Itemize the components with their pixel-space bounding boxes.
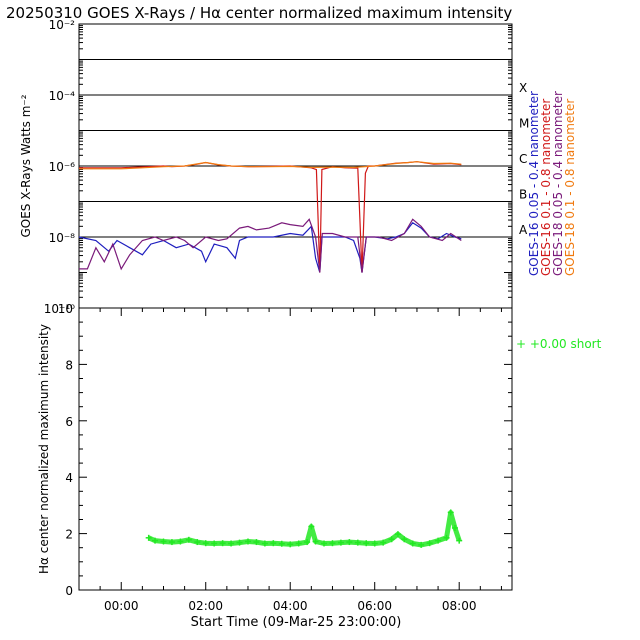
halpha-legend: + +0.00 short [516,337,602,351]
flare-class-labels: A B C M X [519,81,529,237]
flare-class-label: B [519,188,527,202]
xray-y-ticks: 10⁻¹⁰ 10⁻⁸ 10⁻⁶ 10⁻⁴ 10⁻² [44,18,512,316]
y-tick-label: 8 [65,358,73,372]
halpha-legend-entry: + +0.00 short [516,337,602,351]
x-tick-label: 00:00 [104,599,139,613]
halpha-y-ticks: 0 2 4 6 8 10 [58,302,512,598]
flare-class-label: A [519,223,528,237]
flare-class-label: C [519,152,527,166]
xray-series-line [79,161,462,273]
legend-entry: GOES-18 0.1 - 0.8 nanometer [563,99,577,276]
y-tick-label: 10⁻⁸ [49,231,76,245]
x-tick-label: 08:00 [442,599,477,613]
legend-entry: GOES-16 0.1 - 0.8 nanometer [539,99,553,276]
xray-class-gridlines [79,59,512,238]
flare-class-label: M [519,117,529,131]
y-tick-label: 0 [65,584,73,598]
chart-title: 20250310 GOES X-Rays / Hα center normali… [6,4,512,22]
y-tick-label: 10⁻⁴ [49,89,76,103]
x-tick-label: 06:00 [357,599,392,613]
flare-class-label: X [519,81,527,95]
time-x-ticks: 00:00 02:00 04:00 06:00 08:00 [99,308,502,613]
xray-series [78,161,462,273]
xray-y-axis-label: GOES X-Rays Watts m⁻² [19,94,33,237]
halpha-band [147,510,462,548]
y-tick-label: 10⁻⁶ [49,160,76,174]
y-tick-label: 4 [65,471,73,485]
x-tick-label: 02:00 [188,599,223,613]
halpha-y-axis-label: Hα center normalized maximum intensity [37,324,51,574]
y-tick-label: 10 [58,302,73,316]
y-tick-label: 2 [65,528,73,542]
y-tick-label: 6 [65,415,73,429]
y-tick-label: 10⁻¹⁰ [44,302,75,316]
x-axis-label: Start Time (09-Mar-25 23:00:00) [191,615,402,630]
legend-entry: GOES-16 0.05 - 0.4 nanometer [527,91,541,276]
halpha-panel-frame [78,307,513,591]
legend-entry: GOES-18 0.05 - 0.4 nanometer [551,91,565,276]
y-tick-label: 10⁻² [49,18,76,32]
x-tick-label: 04:00 [273,599,308,613]
halpha-series [145,509,463,548]
xray-series-line [79,218,462,273]
xray-series-line [79,161,462,170]
